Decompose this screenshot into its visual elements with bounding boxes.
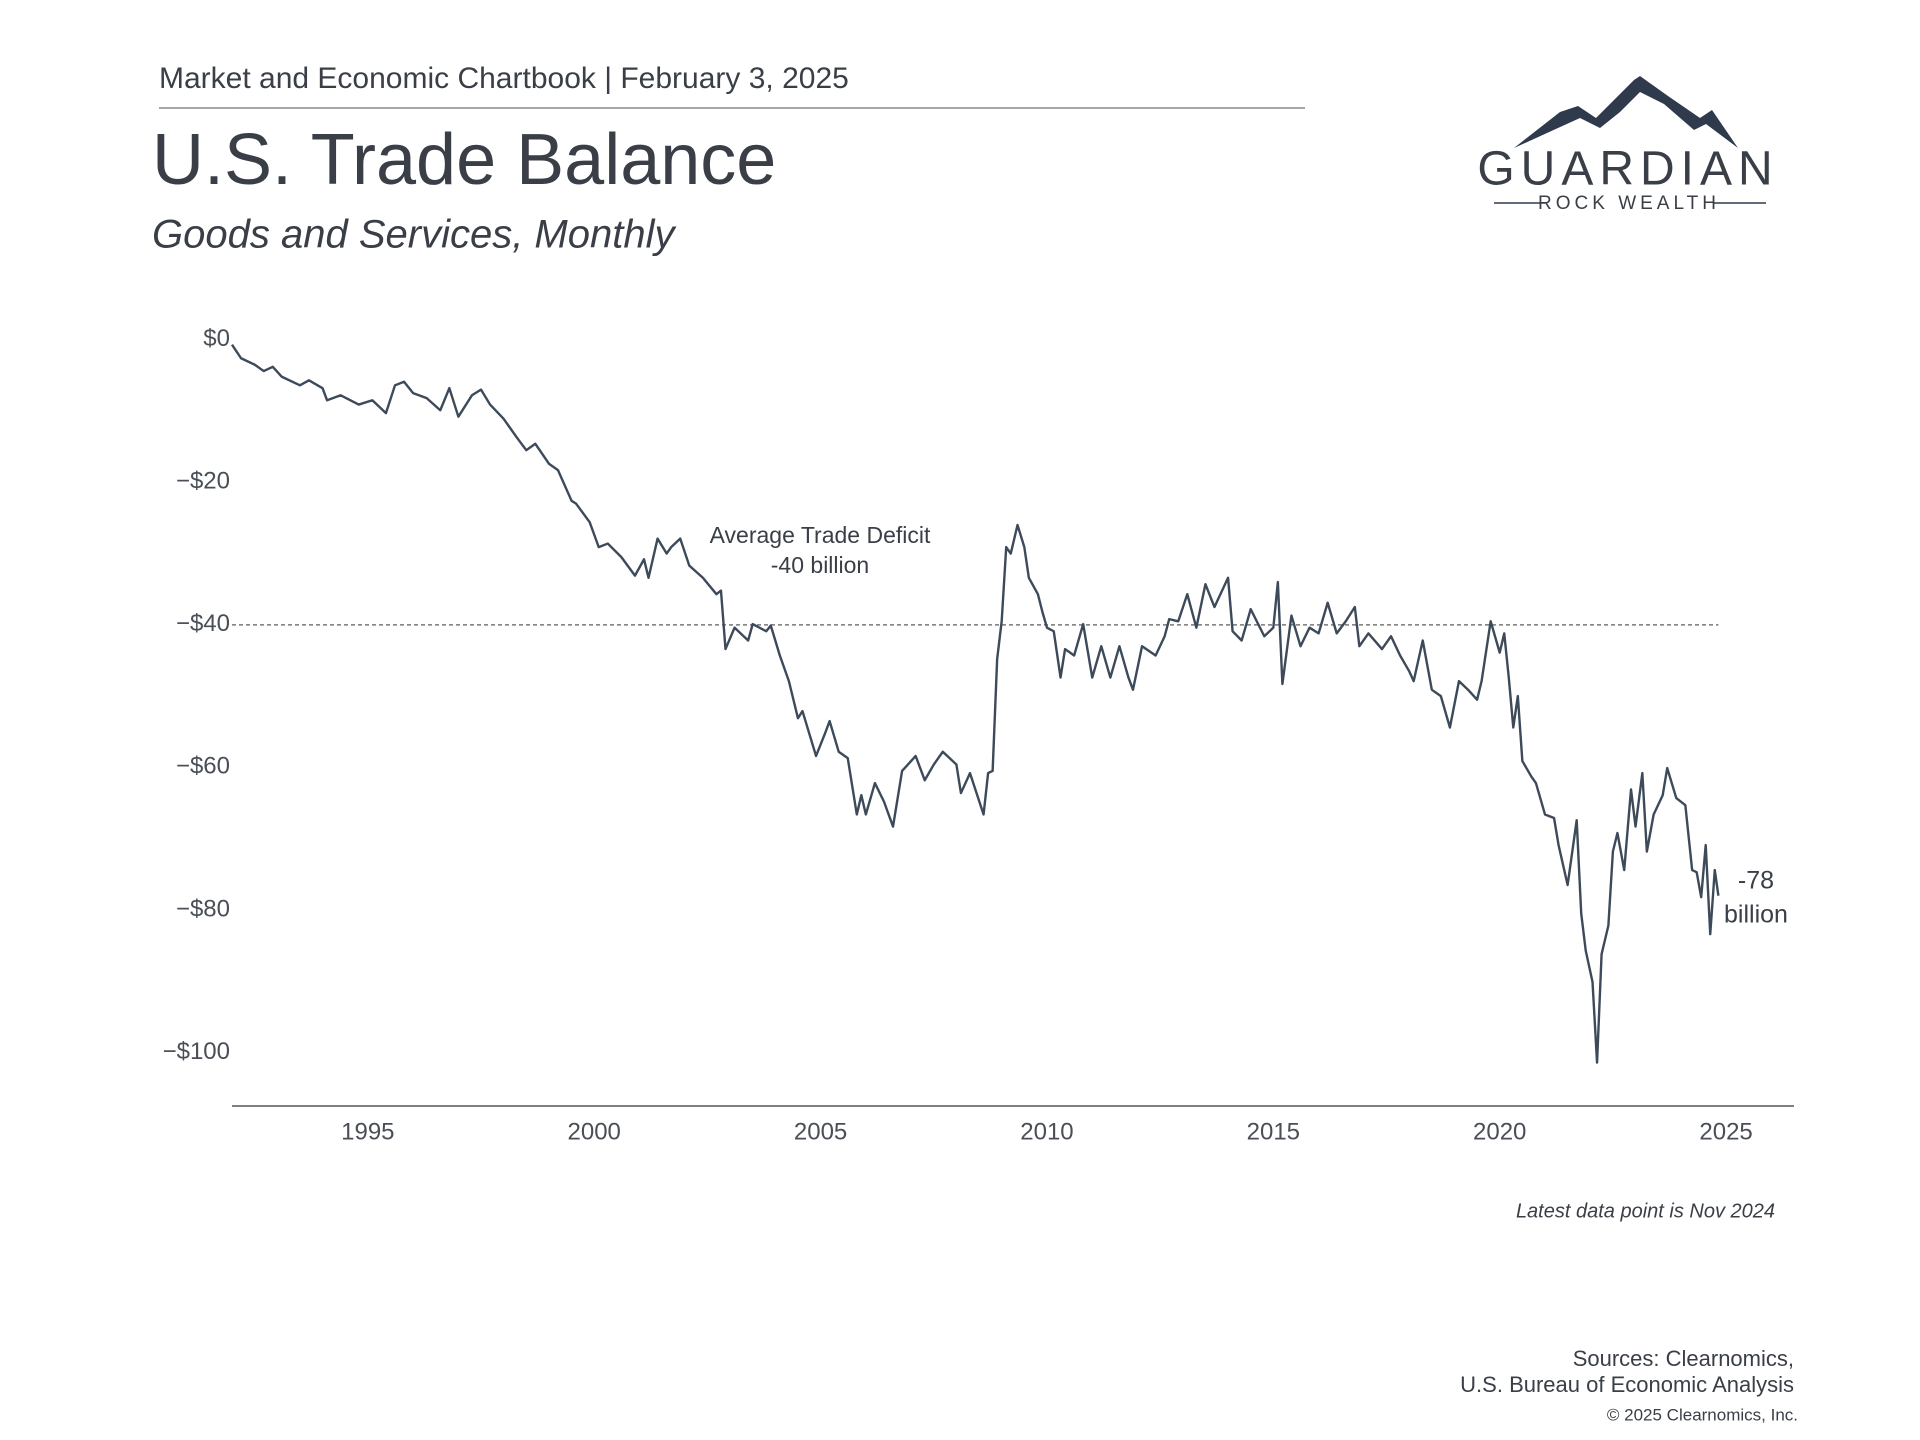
y-tick-label: $0 — [203, 325, 230, 352]
y-tick-label: −$80 — [176, 895, 230, 922]
logo-tagline: ROCK WEALTH — [1538, 193, 1720, 214]
x-tick-label: 2025 — [1699, 1118, 1752, 1145]
x-tick-label: 2010 — [1020, 1118, 1073, 1145]
note: Latest data point is Nov 2024 — [1516, 1200, 1775, 1222]
x-tick-label: 2020 — [1473, 1118, 1526, 1145]
title: U.S. Trade Balance — [152, 120, 776, 200]
logo-name: GUARDIAN — [1477, 143, 1778, 196]
y-tick-label: −$40 — [176, 610, 230, 637]
y-tick-label: −$60 — [176, 753, 230, 780]
subtitle: Goods and Services, Monthly — [152, 213, 677, 257]
logo: GUARDIAN ROCK WEALTH — [1477, 76, 1778, 214]
kicker: Market and Economic Chartbook | February… — [159, 62, 849, 95]
x-tick-label: 2000 — [568, 1118, 621, 1145]
source: U.S. Bureau of Economic Analysis — [1460, 1372, 1794, 1397]
y-tick-label: −$100 — [163, 1038, 230, 1065]
reference-label: -40 billion — [771, 552, 869, 578]
end-label: billion — [1724, 901, 1788, 929]
x-tick-label: 2005 — [794, 1118, 847, 1145]
data-line — [231, 344, 1720, 1064]
y-tick-label: −$20 — [176, 468, 230, 495]
copyright: © 2025 Clearnomics, Inc. — [1607, 1405, 1798, 1424]
source: Sources: Clearnomics, — [1573, 1346, 1794, 1371]
reference-label: Average Trade Deficit — [710, 522, 931, 548]
logo-mountains — [1514, 76, 1738, 148]
end-label: -78 — [1738, 867, 1774, 895]
x-tick-label: 2015 — [1247, 1118, 1300, 1145]
x-tick-label: 1995 — [341, 1118, 394, 1145]
